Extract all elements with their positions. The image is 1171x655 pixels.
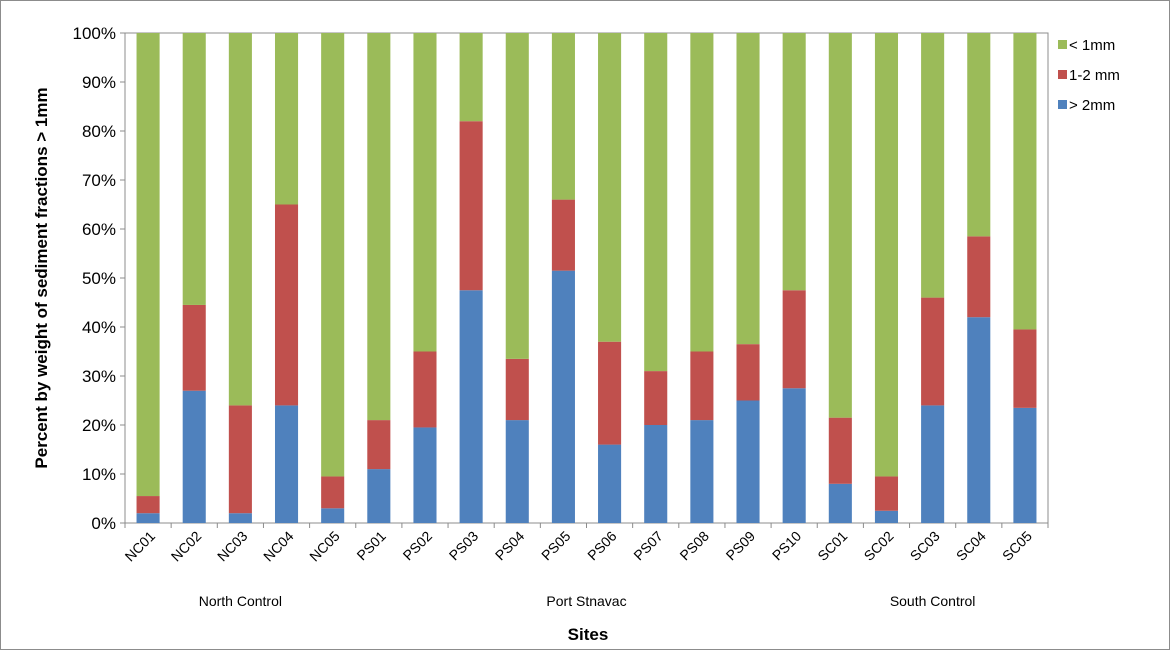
bar-segment-nc03 [228,513,252,523]
bar-segment-ps06 [598,444,622,523]
y-tick-label: 40% [82,318,116,337]
bar-segment-ps06 [598,33,622,342]
bar-segment-ps02 [413,427,437,523]
bar-segment-sc04 [967,317,991,523]
y-tick-label: 70% [82,171,116,190]
bar-segment-nc04 [274,405,299,523]
y-axis-title: Percent by weight of sediment fractions … [32,87,51,468]
bar-segment-nc01 [136,496,160,514]
x-axis-title: Sites [568,625,609,644]
bar-segment-sc02 [874,476,899,511]
bar-segment-sc03 [921,297,945,406]
bar-segment-sc01 [828,417,852,484]
y-tick-label: 50% [82,269,116,288]
bar-segment-ps04 [505,358,529,421]
bar-segment-nc04 [274,204,299,406]
bar-segment-ps03 [459,33,483,122]
y-tick-label: 0% [91,514,116,533]
bar-segment-ps02 [413,351,437,428]
legend-label: < 1mm [1069,37,1115,54]
y-tick-label: 30% [82,367,116,386]
bar-segment-ps05 [551,270,575,523]
bar-segment-sc02 [874,33,899,477]
bar-segment-ps03 [459,121,483,291]
bar-segment-ps10 [782,290,806,389]
y-tick-label: 90% [82,73,116,92]
bar-segment-nc02 [182,304,206,391]
bar-segment-nc05 [321,508,345,523]
bar-segment-ps09 [736,344,760,401]
y-tick-label: 80% [82,122,116,141]
bar-segment-ps08 [690,420,714,523]
legend-swatch [1058,100,1067,109]
bar-segment-ps04 [505,420,529,523]
bar-segment-ps05 [551,33,575,200]
bar-segment-ps04 [505,33,529,359]
bar-segment-nc01 [136,513,160,523]
bar-segment-nc05 [321,476,345,509]
group-label: Port Stnavac [546,593,626,609]
bar-segment-ps01 [367,33,391,421]
legend-label: > 2mm [1069,97,1115,114]
bar-segment-ps10 [782,33,806,291]
legend-swatch [1058,40,1067,49]
y-tick-label: 100% [73,24,116,43]
bar-segment-nc05 [321,33,345,477]
y-tick-label: 20% [82,416,116,435]
legend-label: 1-2 mm [1069,67,1120,84]
bar-segment-ps07 [644,371,668,425]
legend-swatch [1058,70,1067,79]
bar-segment-ps10 [782,388,806,523]
y-tick-label: 60% [82,220,116,239]
bar-segment-nc02 [182,390,206,523]
bar-segment-ps07 [644,33,668,372]
bar-segment-sc02 [874,510,899,523]
bar-segment-ps03 [459,290,483,523]
bar-segment-ps05 [551,199,575,271]
bar-segment-sc05 [1013,329,1037,408]
bar-segment-sc05 [1013,407,1037,523]
bar-segment-sc05 [1013,33,1037,330]
bar-segment-ps08 [690,351,714,421]
bar-segment-ps02 [413,33,437,352]
bar-segment-sc03 [921,405,945,523]
group-label: North Control [199,593,282,609]
bar-segment-ps01 [367,469,391,523]
bar-segment-ps09 [736,33,760,345]
bar-segment-ps07 [644,425,668,523]
bar-segment-sc04 [967,236,991,318]
bar-segment-ps01 [367,420,391,470]
bar-segment-sc01 [828,33,852,418]
bar-segment-nc01 [136,33,160,497]
bar-segment-nc03 [228,33,252,406]
bar-segment-sc01 [828,483,852,523]
y-tick-label: 10% [82,465,116,484]
bar-segment-ps06 [598,341,622,445]
bar-segment-sc03 [921,33,945,298]
bar-segment-nc02 [182,33,206,305]
bar-segment-ps09 [736,400,760,523]
group-label: South Control [890,593,976,609]
bar-segment-nc04 [274,33,299,205]
bar-segment-nc03 [228,405,252,514]
bar-segment-sc04 [967,33,991,237]
bar-segment-ps08 [690,33,714,352]
